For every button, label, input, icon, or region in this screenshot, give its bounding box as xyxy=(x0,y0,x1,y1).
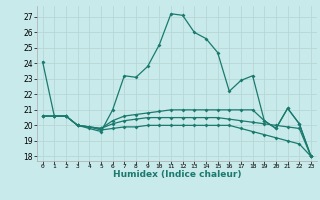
X-axis label: Humidex (Indice chaleur): Humidex (Indice chaleur) xyxy=(113,170,241,179)
